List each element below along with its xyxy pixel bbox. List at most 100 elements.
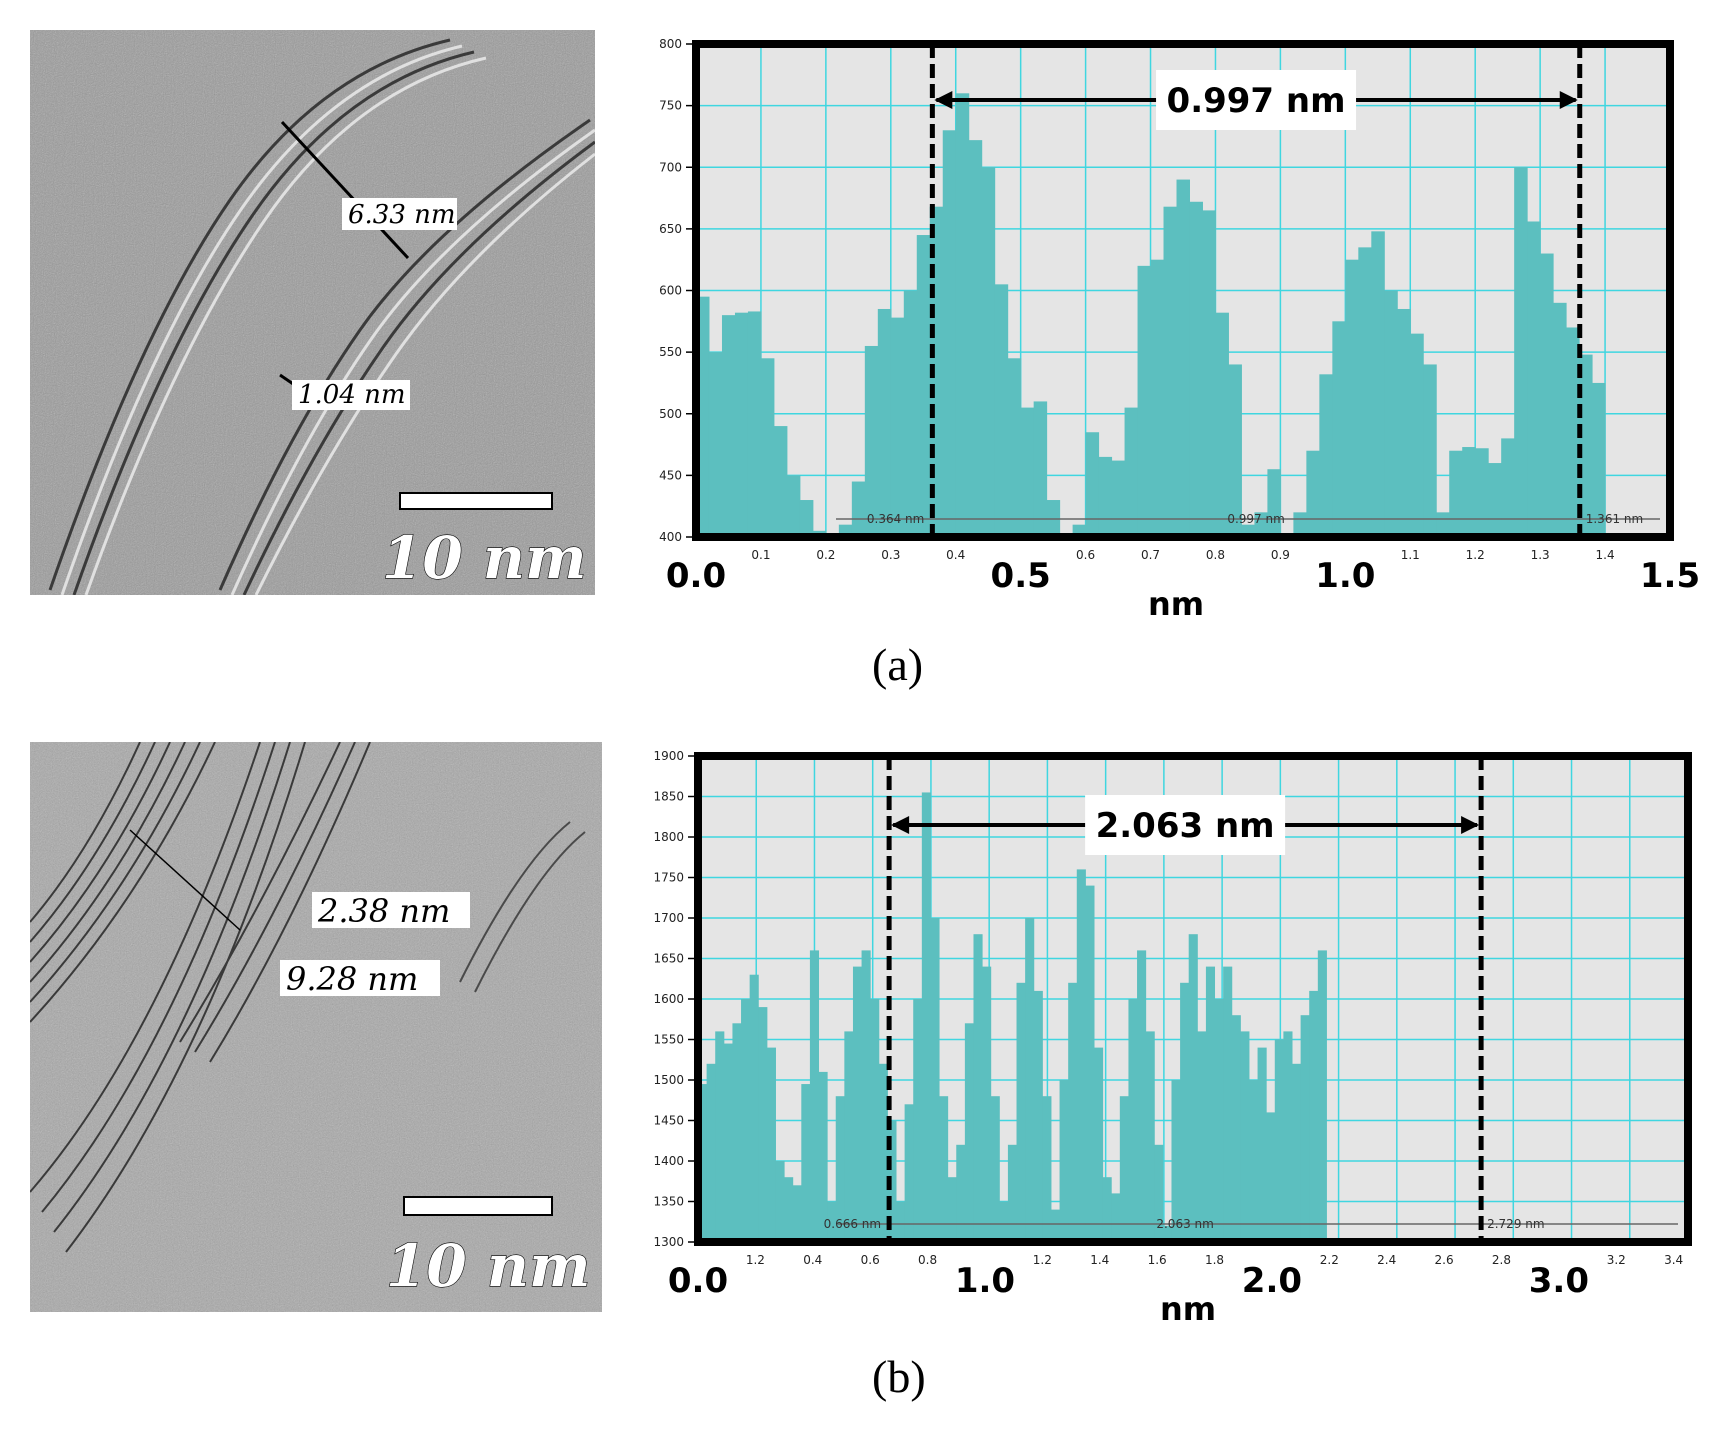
bar (1094, 1047, 1104, 1242)
x-minor-tick-label: 1.2 (746, 1253, 765, 1267)
y-tick-label: 1450 (653, 1114, 684, 1128)
bar (1309, 990, 1319, 1242)
profile-chart-a: 0.364 nm 0.997 nm 1.361 nm 0.997 nm 400 450 50… (640, 30, 1720, 630)
bar (1025, 918, 1035, 1242)
bar (784, 1177, 794, 1242)
bar (981, 167, 996, 537)
y-tick-label: 800 (659, 37, 682, 51)
x-minor-tick-label: 0.3 (881, 548, 900, 562)
bar (1154, 1144, 1164, 1242)
bar (1007, 1144, 1018, 1242)
bar (1358, 247, 1372, 538)
bar (786, 475, 801, 537)
bar (1231, 1015, 1241, 1242)
bar (956, 1144, 966, 1242)
profile-chart-b: 0.666 nm 2.063 nm 2.729 nm 2.063 nm 1300 1350… (640, 742, 1720, 1332)
bar (955, 93, 970, 538)
x-minor-tick-label: 1.1 (1401, 548, 1420, 562)
bar (1111, 1193, 1121, 1242)
measure-line-a1 (280, 120, 410, 260)
x-minor-tick-labels: 0.1 0.2 0.3 0.4 0.6 0.7 0.8 0.9 1.1 1.2 1.3 1.4 (751, 548, 1614, 562)
bar (747, 311, 762, 537)
bar (827, 1201, 837, 1242)
x-minor-tick-label: 1.8 (1205, 1253, 1224, 1267)
bar (1162, 1225, 1172, 1242)
bar (1488, 463, 1502, 537)
bar (852, 966, 863, 1242)
bar (942, 130, 957, 537)
x-major-tick-label: 3.0 (1529, 1261, 1589, 1301)
bar (1085, 885, 1095, 1242)
nanotube-walls-b (30, 742, 586, 1253)
bar (1283, 1031, 1293, 1242)
x-minor-tick-label: 1.2 (1466, 548, 1485, 562)
x-minor-tick-label: 0.4 (803, 1253, 822, 1267)
span-label-box (1156, 70, 1357, 130)
y-tick-label: 1650 (653, 952, 684, 966)
bar (1214, 999, 1224, 1242)
bar (1501, 438, 1515, 537)
arrow-head-left (891, 816, 910, 834)
bar (1150, 259, 1165, 537)
bar (698, 1084, 708, 1242)
bar (1397, 308, 1411, 537)
bar (835, 1096, 845, 1242)
bar (1592, 382, 1606, 537)
measurement-label-b2: 9.28 nm (286, 960, 418, 998)
marker-label-left: 0.364 nm (867, 512, 924, 526)
bar (749, 974, 759, 1242)
bar (1137, 265, 1152, 537)
bar (1085, 432, 1100, 537)
x-minor-tick-label: 1.4 (1090, 1253, 1109, 1267)
bar (1016, 982, 1026, 1242)
x-minor-tick-label: 3.4 (1664, 1253, 1683, 1267)
bar (1300, 1015, 1310, 1242)
nanotube-walls-a (48, 38, 595, 595)
x-minor-tick-label: 0.6 (1076, 548, 1095, 562)
x-axis-title: nm (1148, 585, 1204, 623)
y-tick-label: 700 (659, 160, 682, 174)
bar (760, 358, 775, 537)
bar (741, 999, 751, 1242)
scale-bar-label-a: 10 nm (382, 524, 586, 592)
y-tick-label: 500 (659, 407, 682, 421)
scale-bar-a (399, 492, 553, 510)
marker-label-right: 2.729 nm (1487, 1217, 1544, 1231)
bar (1292, 1063, 1302, 1242)
bar (732, 1023, 742, 1242)
bar (773, 426, 788, 537)
bar (799, 500, 814, 537)
measurement-label-a2: 1.04 nm (298, 380, 406, 410)
bar (1423, 364, 1437, 537)
marker-label-left: 0.666 nm (824, 1217, 881, 1231)
bar (947, 1177, 957, 1242)
bar (723, 1043, 733, 1242)
bar (1540, 253, 1554, 537)
bar (1215, 312, 1229, 537)
bar (890, 317, 905, 537)
bar (1050, 1209, 1061, 1242)
span-label: 2.063 nm (1096, 806, 1275, 846)
span-label-box (1085, 795, 1286, 855)
marker-label-right: 1.361 nm (1586, 512, 1643, 526)
bar (1266, 1112, 1276, 1242)
x-major-tick-label: 1.5 (1640, 556, 1700, 596)
bar (968, 140, 983, 537)
bar (1111, 460, 1126, 537)
bar (844, 1031, 854, 1242)
y-tick-label: 1900 (653, 749, 684, 763)
x-minor-tick-label: 3.2 (1607, 1253, 1626, 1267)
bar (930, 918, 940, 1242)
x-major-tick-label: 0.0 (666, 556, 726, 596)
x-major-tick-label: 2.0 (1242, 1261, 1302, 1301)
bar (1128, 999, 1138, 1242)
bar (1042, 1096, 1052, 1242)
bar (994, 284, 1009, 537)
bar (1332, 321, 1346, 537)
bar (1137, 950, 1147, 1242)
x-major-tick-labels: 0.0 1.0 2.0 3.0 (668, 1261, 1589, 1301)
bar (851, 481, 866, 537)
bar (1553, 302, 1567, 537)
x-minor-tick-label: 2.4 (1377, 1253, 1396, 1267)
micrograph-a: 6.33 nm 1.04 nm 10 nm (30, 30, 595, 595)
